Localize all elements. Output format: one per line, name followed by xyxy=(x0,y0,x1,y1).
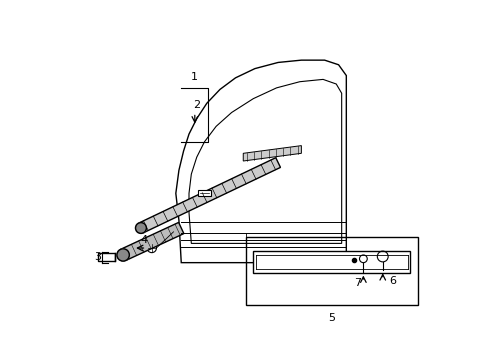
Bar xyxy=(245,237,417,305)
Text: 7: 7 xyxy=(353,278,360,288)
Text: 5: 5 xyxy=(327,313,334,323)
Polygon shape xyxy=(243,145,301,161)
Circle shape xyxy=(117,249,129,261)
Bar xyxy=(198,190,210,197)
Text: 2: 2 xyxy=(192,100,200,110)
Text: 6: 6 xyxy=(388,276,395,286)
Circle shape xyxy=(135,222,146,233)
Bar xyxy=(98,253,115,261)
Bar xyxy=(253,251,409,273)
Text: 1: 1 xyxy=(191,72,198,82)
Polygon shape xyxy=(138,158,280,233)
Text: 4: 4 xyxy=(140,235,147,245)
Polygon shape xyxy=(120,222,183,261)
Text: 3: 3 xyxy=(94,252,101,262)
